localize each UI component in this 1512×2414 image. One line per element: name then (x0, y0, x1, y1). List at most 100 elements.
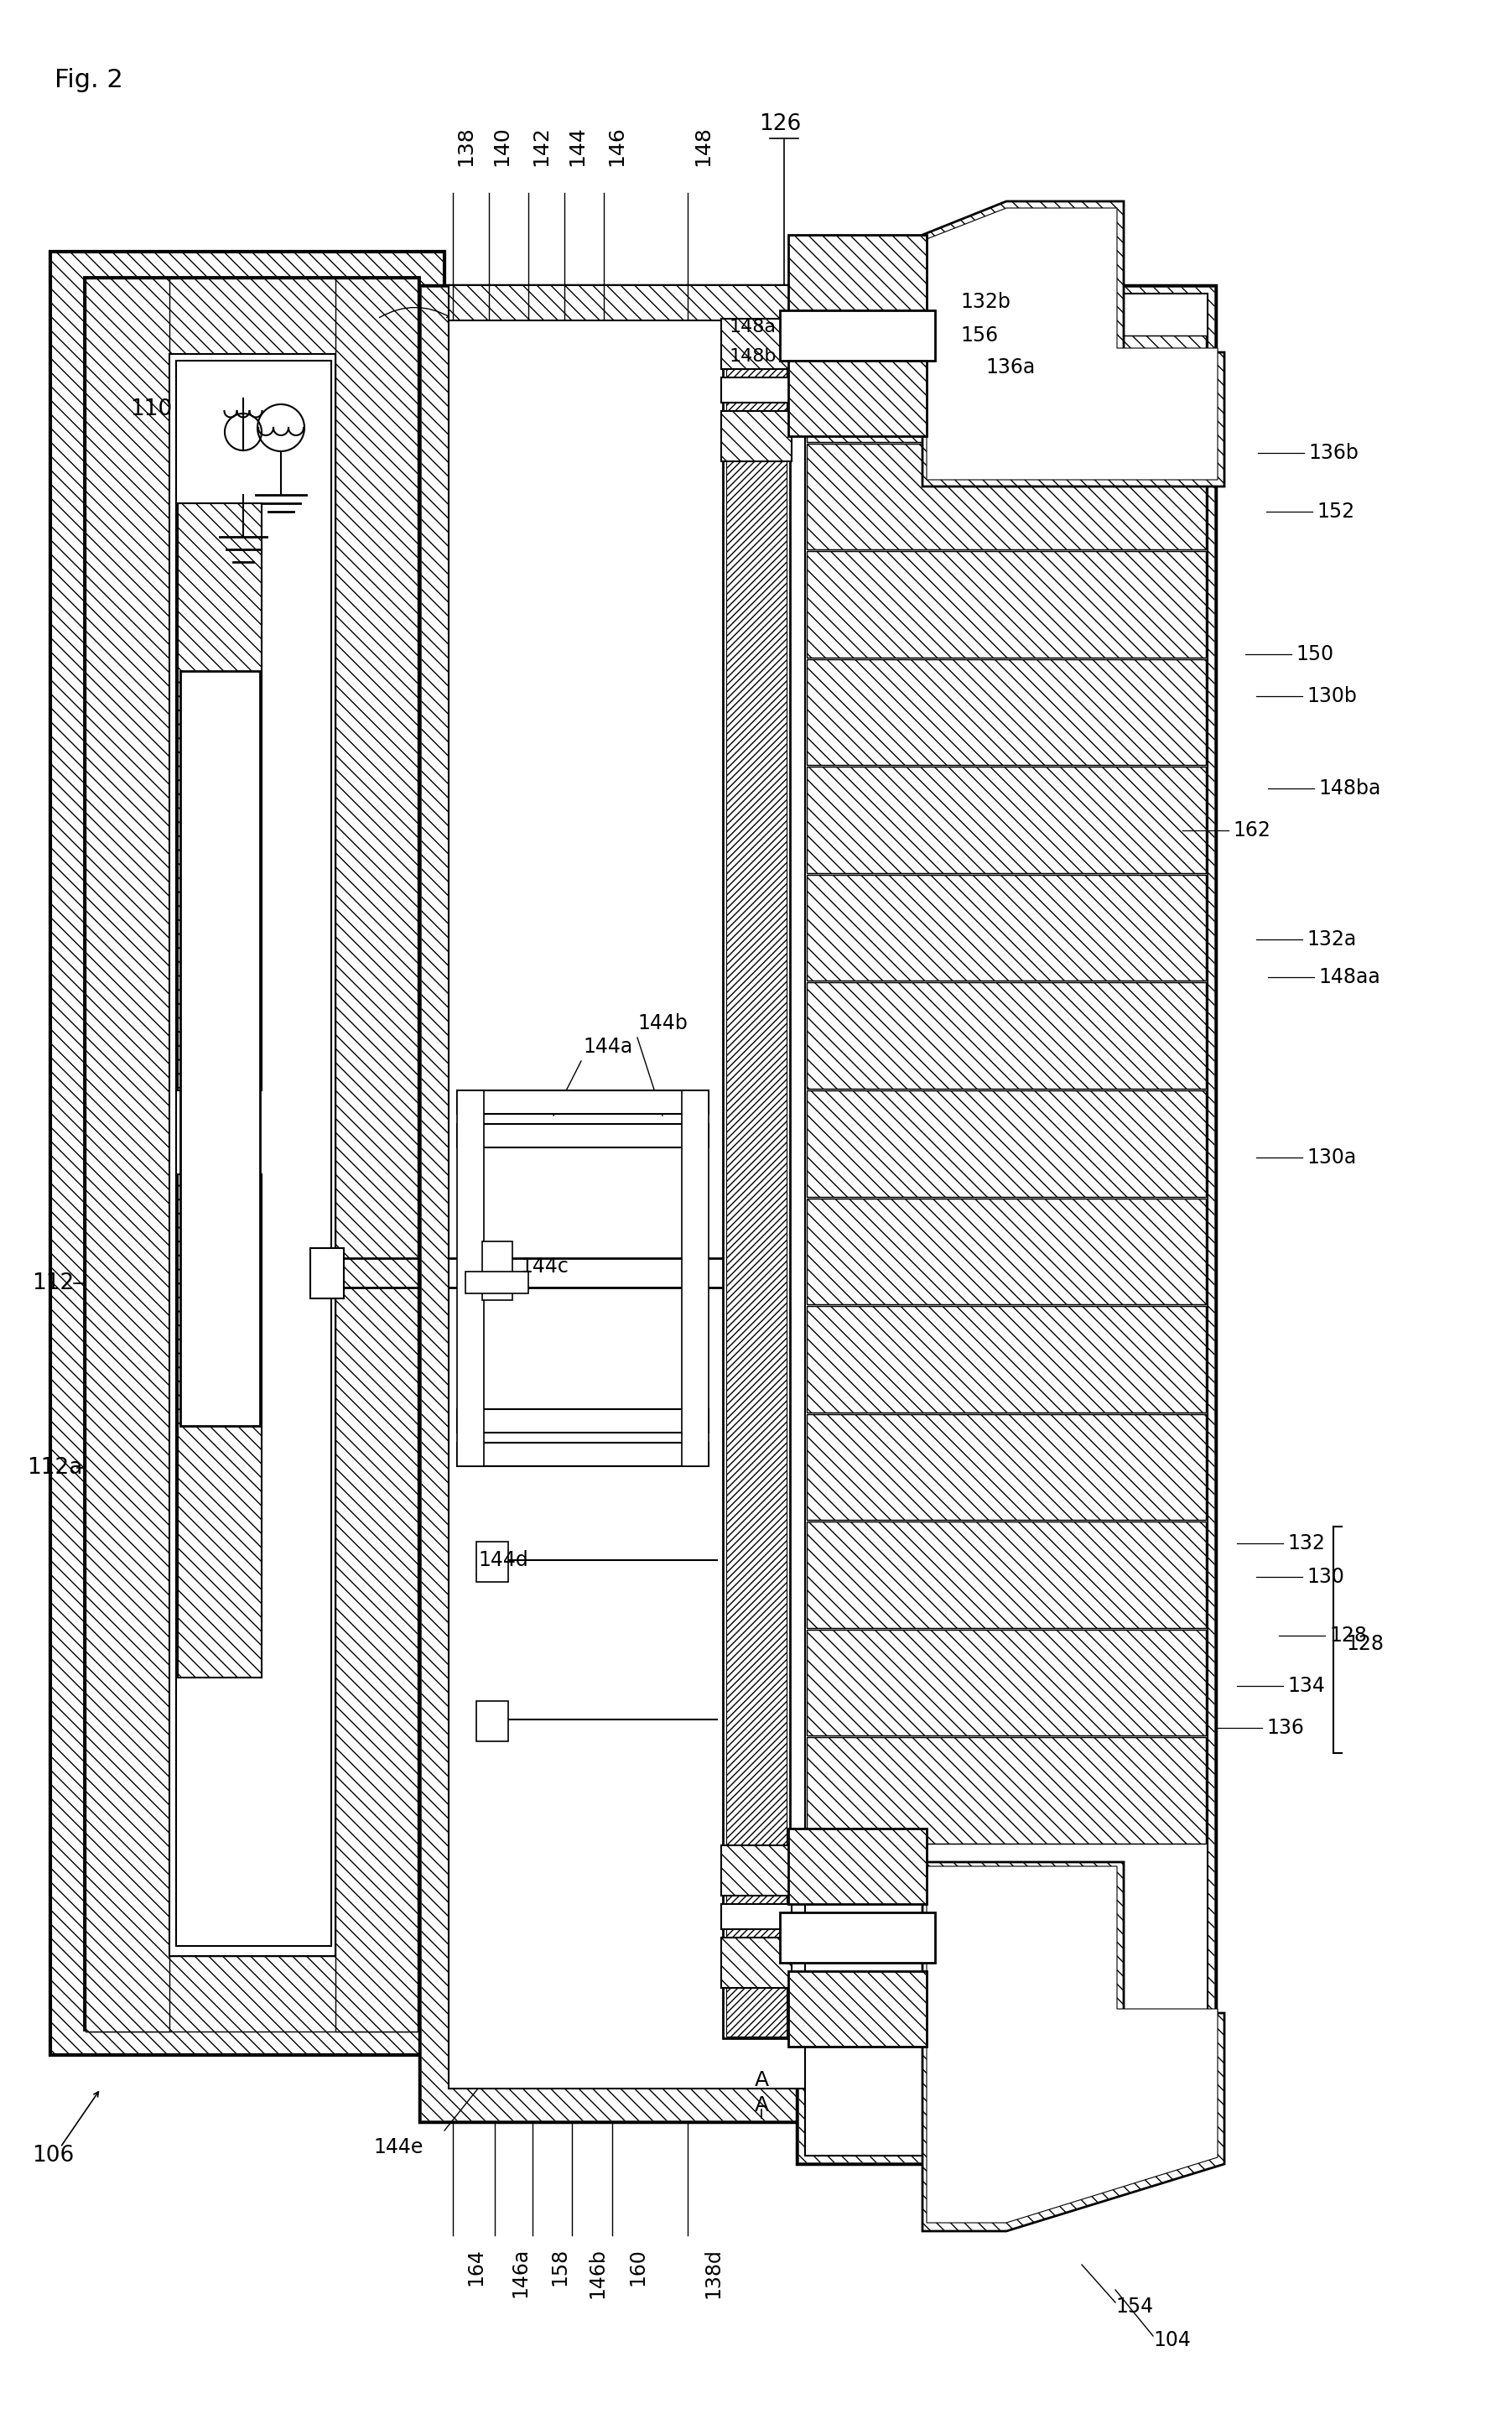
Bar (476, 1702, 508, 1740)
Bar (807, 659, 1207, 765)
Bar (86, 278, 169, 2033)
Text: Fig. 2: Fig. 2 (54, 68, 122, 92)
Bar (807, 768, 1207, 874)
Bar (807, 1738, 1207, 1844)
Bar (457, 1091, 484, 1465)
Bar (788, 1827, 927, 1905)
Bar (336, 278, 417, 2033)
Polygon shape (922, 1861, 1225, 2231)
Bar (780, 311, 934, 360)
Bar (449, 285, 809, 321)
Bar (788, 1972, 927, 2047)
Bar (86, 1955, 417, 2033)
Text: 132b: 132b (960, 292, 1010, 311)
Bar (807, 550, 1207, 657)
Bar (721, 1938, 792, 1987)
Text: 104: 104 (1154, 2330, 1191, 2351)
Bar (420, 287, 838, 2119)
Text: 132: 132 (1287, 1533, 1325, 1555)
Text: 144d: 144d (478, 1550, 528, 1569)
Bar (476, 1543, 508, 1581)
Text: 144a: 144a (582, 1036, 632, 1057)
Text: 132a: 132a (1306, 929, 1356, 949)
Text: 156: 156 (960, 326, 998, 345)
Bar (807, 1415, 1207, 1521)
Bar (807, 1306, 1207, 1412)
Bar (807, 768, 1207, 874)
Bar (721, 410, 792, 461)
Text: 128: 128 (1346, 1634, 1383, 1654)
Text: A: A (754, 2071, 768, 2091)
Text: 136a: 136a (986, 357, 1036, 377)
Text: 136b: 136b (1308, 442, 1358, 463)
Bar (807, 1521, 1207, 1627)
Bar (807, 982, 1207, 1089)
Text: 152: 152 (1317, 502, 1355, 521)
Polygon shape (927, 1866, 1217, 2223)
Bar (457, 1125, 709, 1147)
Text: 146a: 146a (510, 2247, 531, 2298)
Bar (50, 251, 445, 2054)
Text: 148b: 148b (730, 348, 777, 365)
Polygon shape (927, 208, 1217, 480)
Bar (83, 278, 419, 2030)
Text: 148: 148 (692, 126, 712, 167)
Bar (807, 1415, 1207, 1521)
Bar (807, 444, 1207, 550)
Text: 146b: 146b (587, 2247, 608, 2298)
Text: 146: 146 (606, 126, 626, 167)
Text: 134: 134 (1287, 1675, 1325, 1697)
Bar (457, 1410, 709, 1432)
Bar (807, 1521, 1207, 1627)
Text: 130a: 130a (1306, 1147, 1356, 1168)
Text: 148ba: 148ba (1318, 777, 1380, 799)
Text: 142: 142 (531, 126, 550, 167)
Bar (807, 874, 1207, 980)
Bar (788, 360, 927, 437)
Bar (86, 278, 417, 355)
Bar (721, 377, 792, 403)
Bar (682, 1091, 709, 1465)
Bar (788, 234, 927, 311)
Text: 148aa: 148aa (1318, 968, 1380, 987)
Text: 160: 160 (627, 2247, 647, 2286)
Polygon shape (922, 200, 1225, 488)
Bar (482, 1241, 513, 1301)
Bar (726, 321, 786, 2037)
Bar (807, 336, 1207, 442)
Text: 144e: 144e (373, 2136, 423, 2158)
Bar (723, 319, 789, 2037)
Text: 130b: 130b (1306, 686, 1356, 707)
Text: 144: 144 (567, 126, 587, 167)
Text: 138d: 138d (703, 2247, 723, 2298)
Bar (466, 1272, 528, 1294)
Bar (807, 1629, 1207, 1736)
Bar (721, 1844, 792, 1895)
Bar (807, 659, 1207, 765)
Bar (804, 295, 1208, 2156)
Bar (807, 1197, 1207, 1304)
Text: 164: 164 (466, 2247, 485, 2286)
Bar (797, 285, 1216, 2163)
Text: 158: 158 (549, 2247, 570, 2286)
Bar (457, 1091, 709, 1113)
Text: 154: 154 (1116, 2296, 1154, 2317)
Bar (807, 1738, 1207, 1844)
Bar (449, 319, 809, 2088)
Text: 140: 140 (491, 126, 511, 167)
Text: 112: 112 (32, 1272, 74, 1294)
Text: 144c: 144c (520, 1258, 569, 1277)
Bar (807, 874, 1207, 980)
Text: 144b: 144b (638, 1014, 688, 1033)
Bar (178, 502, 262, 1091)
Bar (807, 550, 1207, 657)
Bar (807, 982, 1207, 1089)
Bar (807, 444, 1207, 550)
Text: 128: 128 (1329, 1625, 1367, 1646)
Bar (180, 671, 260, 1427)
Text: A: A (754, 2095, 768, 2115)
Text: 126: 126 (759, 113, 801, 135)
Text: 112a: 112a (27, 1458, 83, 1480)
Bar (807, 1197, 1207, 1304)
Bar (721, 319, 792, 369)
